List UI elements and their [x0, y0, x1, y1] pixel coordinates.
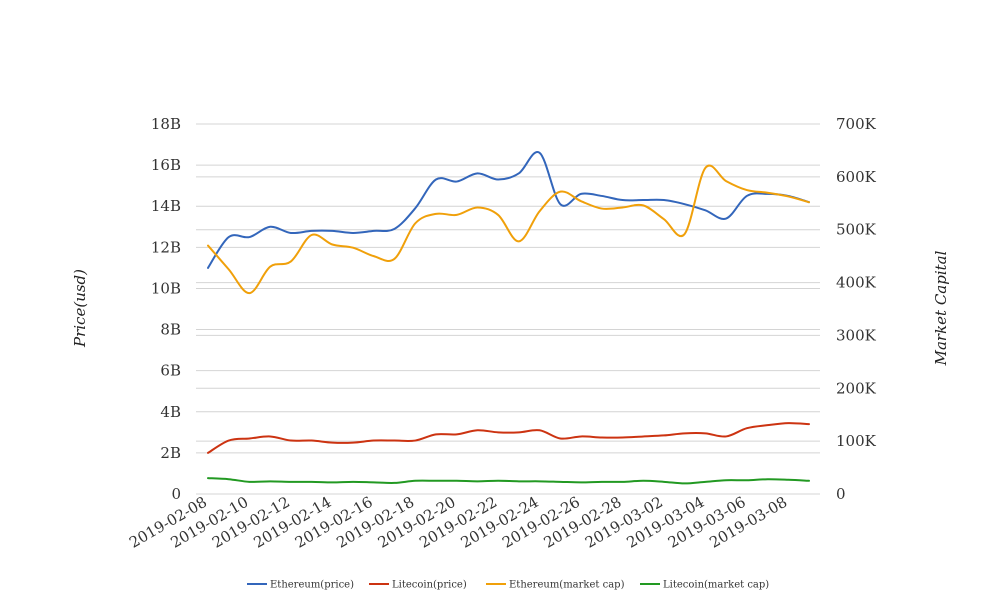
left-tick-label: 4B [160, 403, 181, 421]
series-line-litecoin-market-cap [207, 477, 810, 485]
left-tick-label: 8B [160, 321, 181, 339]
right-tick-label: 500K [836, 221, 877, 239]
left-tick-label: 16B [151, 156, 181, 174]
legend-label: Ethereum(market cap) [509, 580, 625, 591]
left-axis-ticks: 0 2B 4B 6B 8B 10B 12B 14B 16B 18B [151, 115, 181, 503]
right-axis-title: Market Capital [932, 250, 950, 366]
legend-item-ethereum-price: Ethereum(price) [247, 580, 354, 591]
left-tick-label: 18B [151, 115, 181, 133]
legend-label: Ethereum(price) [270, 580, 354, 591]
right-tick-label: 100K [836, 432, 877, 450]
legend: Ethereum(price) Litecoin(price) Ethereum(m… [247, 580, 769, 591]
right-axis-ticks: 0 100K 200K 300K 400K 500K 600K 700K [836, 115, 877, 503]
right-tick-label: 600K [836, 168, 877, 186]
left-tick-label: 2B [160, 444, 181, 462]
left-tick-label: 0 [171, 485, 181, 503]
x-axis-ticks: 2019-02-082019-02-102019-02-122019-02-14… [126, 493, 790, 552]
series-line-ethereum-price [207, 151, 810, 269]
right-tick-label: 0 [836, 485, 846, 503]
grid-lines [196, 123, 820, 495]
legend-item-litecoin-price: Litecoin(price) [369, 580, 467, 591]
left-tick-label: 10B [151, 279, 181, 297]
legend-label: Litecoin(price) [392, 580, 467, 591]
series-line-ethereum-market-cap [207, 164, 810, 295]
right-tick-label: 700K [836, 115, 877, 133]
left-tick-label: 12B [151, 238, 181, 256]
right-tick-label: 200K [836, 379, 877, 397]
series-lines [207, 151, 810, 485]
legend-item-litecoin-market-cap: Litecoin(market cap) [640, 580, 769, 591]
right-tick-label: 300K [836, 326, 877, 344]
series-line-litecoin-price [207, 422, 810, 454]
left-tick-label: 6B [160, 362, 181, 380]
left-axis-title: Price(usd) [71, 269, 89, 348]
legend-label: Litecoin(market cap) [663, 580, 769, 591]
right-tick-label: 400K [836, 274, 877, 292]
legend-item-ethereum-market-cap: Ethereum(market cap) [486, 580, 625, 591]
left-tick-label: 14B [151, 197, 181, 215]
